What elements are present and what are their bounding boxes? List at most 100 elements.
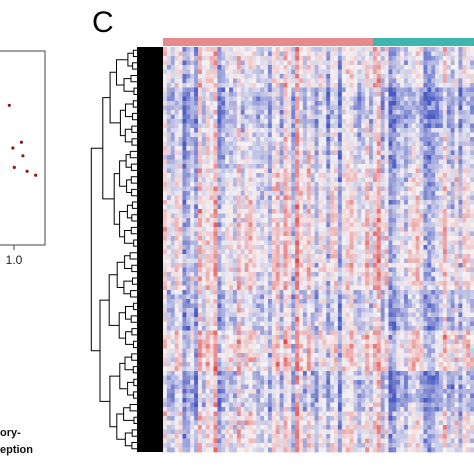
heatmap-cell	[236, 240, 242, 246]
heatmap-cell	[349, 87, 354, 93]
heatmap-cell	[372, 276, 378, 282]
dendrogram-branch	[133, 391, 137, 399]
heatmap-cell	[248, 173, 253, 178]
heatmap-cell	[330, 128, 335, 133]
heatmap-cell	[454, 119, 459, 124]
heatmap-cell	[470, 195, 474, 201]
heatmap-cell	[353, 119, 358, 124]
heatmap-cell	[369, 87, 374, 93]
heatmap-cell	[369, 96, 374, 102]
heatmap-cell	[287, 114, 292, 120]
heatmap-cell	[458, 92, 463, 97]
heatmap-cell	[178, 114, 183, 120]
heatmap-cell	[337, 123, 343, 129]
heatmap-cell	[279, 74, 284, 79]
heatmap-cell	[279, 317, 284, 322]
heatmap-cell	[225, 308, 230, 313]
heatmap-cell	[306, 173, 312, 178]
heatmap-cell	[396, 231, 401, 237]
heatmap-cell	[326, 218, 331, 223]
heatmap-cell	[334, 276, 339, 282]
heatmap-cell	[287, 312, 292, 318]
scatter-point	[12, 165, 16, 169]
heatmap-cell	[442, 231, 448, 237]
heatmap-cell	[302, 285, 308, 291]
heatmap-cell	[369, 227, 374, 232]
heatmap-cell	[275, 245, 280, 250]
heatmap-cell	[197, 137, 203, 142]
heatmap-cell	[411, 209, 417, 214]
heatmap-cell	[182, 290, 187, 295]
heatmap-cell	[450, 249, 455, 255]
heatmap-cell	[442, 146, 448, 151]
heatmap-cell	[454, 299, 459, 304]
heatmap-cell	[229, 321, 234, 327]
heatmap-cell	[337, 137, 343, 142]
heatmap-cell	[244, 114, 249, 120]
heatmap-cell	[302, 200, 308, 205]
heatmap-cell	[365, 164, 370, 169]
heatmap-cell	[287, 258, 292, 264]
heatmap-cell	[217, 56, 222, 61]
heatmap-cell	[287, 299, 292, 304]
heatmap-cell	[353, 114, 358, 120]
heatmap-cell	[337, 110, 343, 115]
heatmap-cell	[419, 191, 424, 196]
heatmap-cell	[275, 281, 280, 286]
heatmap-cell	[229, 56, 234, 61]
heatmap-cell	[194, 308, 199, 313]
heatmap-cell	[232, 312, 238, 318]
heatmap-cell	[275, 209, 280, 214]
heatmap-cell	[248, 299, 253, 304]
heatmap-cell	[322, 168, 327, 174]
heatmap-cell	[306, 132, 312, 138]
heatmap-cell	[470, 92, 474, 97]
heatmap-cell	[450, 245, 455, 250]
heatmap-cell	[415, 222, 420, 228]
heatmap-cell	[205, 128, 210, 133]
heatmap-cell	[435, 290, 440, 295]
heatmap-cell	[415, 110, 420, 115]
heatmap-cell	[380, 294, 385, 300]
heatmap-cell	[178, 60, 183, 66]
heatmap-cell	[209, 60, 214, 66]
heatmap-cell	[439, 101, 444, 106]
heatmap-cell	[256, 146, 261, 151]
heatmap-cell	[174, 267, 179, 273]
heatmap-cell	[240, 186, 245, 192]
heatmap-cell	[365, 74, 370, 79]
heatmap-cell	[287, 308, 292, 313]
dendrogram-branch	[119, 211, 128, 238]
heatmap-cell	[221, 299, 226, 304]
heatmap-cell	[446, 173, 452, 178]
heatmap-cell	[244, 285, 249, 291]
heatmap-cell	[446, 92, 452, 97]
heatmap-cell	[275, 146, 280, 151]
heatmap-cell	[361, 222, 366, 228]
heatmap-cell	[163, 87, 168, 93]
heatmap-cell	[279, 128, 284, 133]
heatmap-cell	[435, 200, 440, 205]
heatmap-cell	[435, 213, 440, 219]
heatmap-cell	[221, 128, 226, 133]
heatmap-cell	[372, 47, 378, 52]
heatmap-cell	[384, 132, 389, 138]
heatmap-cell	[322, 78, 327, 84]
heatmap-cell	[330, 168, 335, 174]
heatmap-cell	[442, 83, 448, 88]
heatmap-cell	[287, 105, 292, 111]
heatmap-cell	[302, 317, 308, 322]
heatmap-cell	[396, 200, 401, 205]
heatmap-cell	[236, 146, 242, 151]
heatmap-cell	[411, 132, 417, 138]
heatmap-cell	[365, 272, 370, 277]
heatmap-cell	[197, 276, 203, 282]
heatmap-cell	[229, 168, 234, 174]
heatmap-cell	[314, 267, 319, 273]
heatmap-cell	[190, 146, 195, 151]
heatmap-cell	[326, 209, 331, 214]
heatmap-cell	[462, 132, 467, 138]
heatmap-cell	[396, 240, 401, 246]
heatmap-cell	[279, 200, 284, 205]
heatmap-cell	[240, 200, 245, 205]
